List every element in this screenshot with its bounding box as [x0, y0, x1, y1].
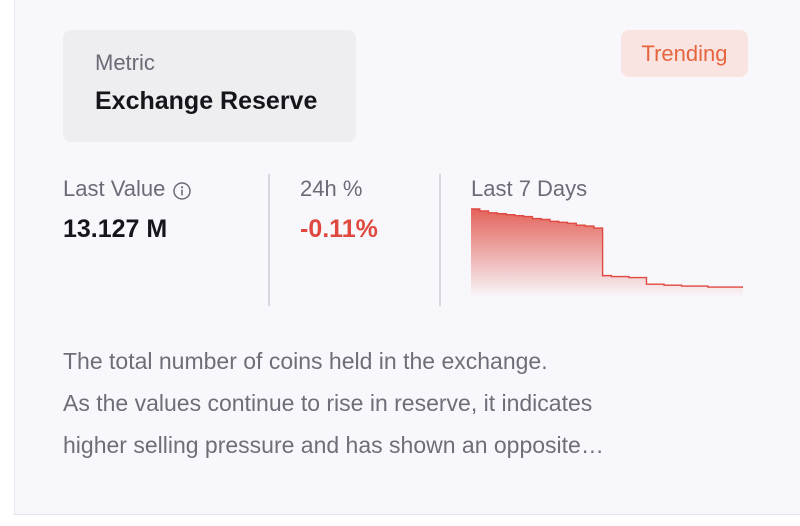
last-value-label-row: Last Value — [63, 176, 192, 202]
stat-divider — [268, 174, 270, 306]
trending-badge: Trending — [621, 30, 748, 77]
change-24h-stat: 24h % -0.11% — [300, 176, 378, 244]
description-line: higher selling pressure and has shown an… — [63, 432, 604, 458]
last-value: 13.127 M — [63, 215, 168, 243]
metric-description: The total number of coins held in the ex… — [63, 340, 753, 466]
metric-card[interactable]: Metric Exchange Reserve Trending Last Va… — [14, 0, 800, 515]
sparkline-area — [471, 209, 743, 298]
stat-divider — [439, 174, 441, 306]
last-value-label: Last Value — [63, 176, 166, 201]
last-7-days-stat: Last 7 Days — [471, 176, 587, 202]
metric-info-box: Metric Exchange Reserve — [63, 30, 356, 142]
info-icon[interactable] — [173, 180, 192, 200]
change-24h-value: -0.11% — [300, 215, 378, 243]
metric-label: Metric — [95, 50, 155, 75]
metric-name: Exchange Reserve — [95, 87, 318, 115]
last-7-days-label: Last 7 Days — [471, 176, 588, 201]
sparkline-chart — [471, 208, 743, 298]
change-24h-label: 24h % — [300, 176, 363, 201]
sparkline-line — [471, 208, 743, 288]
description-line: The total number of coins held in the ex… — [63, 348, 548, 374]
last-value-stat: Last Value 13.127 M — [63, 176, 192, 244]
description-line: As the values continue to rise in reserv… — [63, 390, 593, 416]
